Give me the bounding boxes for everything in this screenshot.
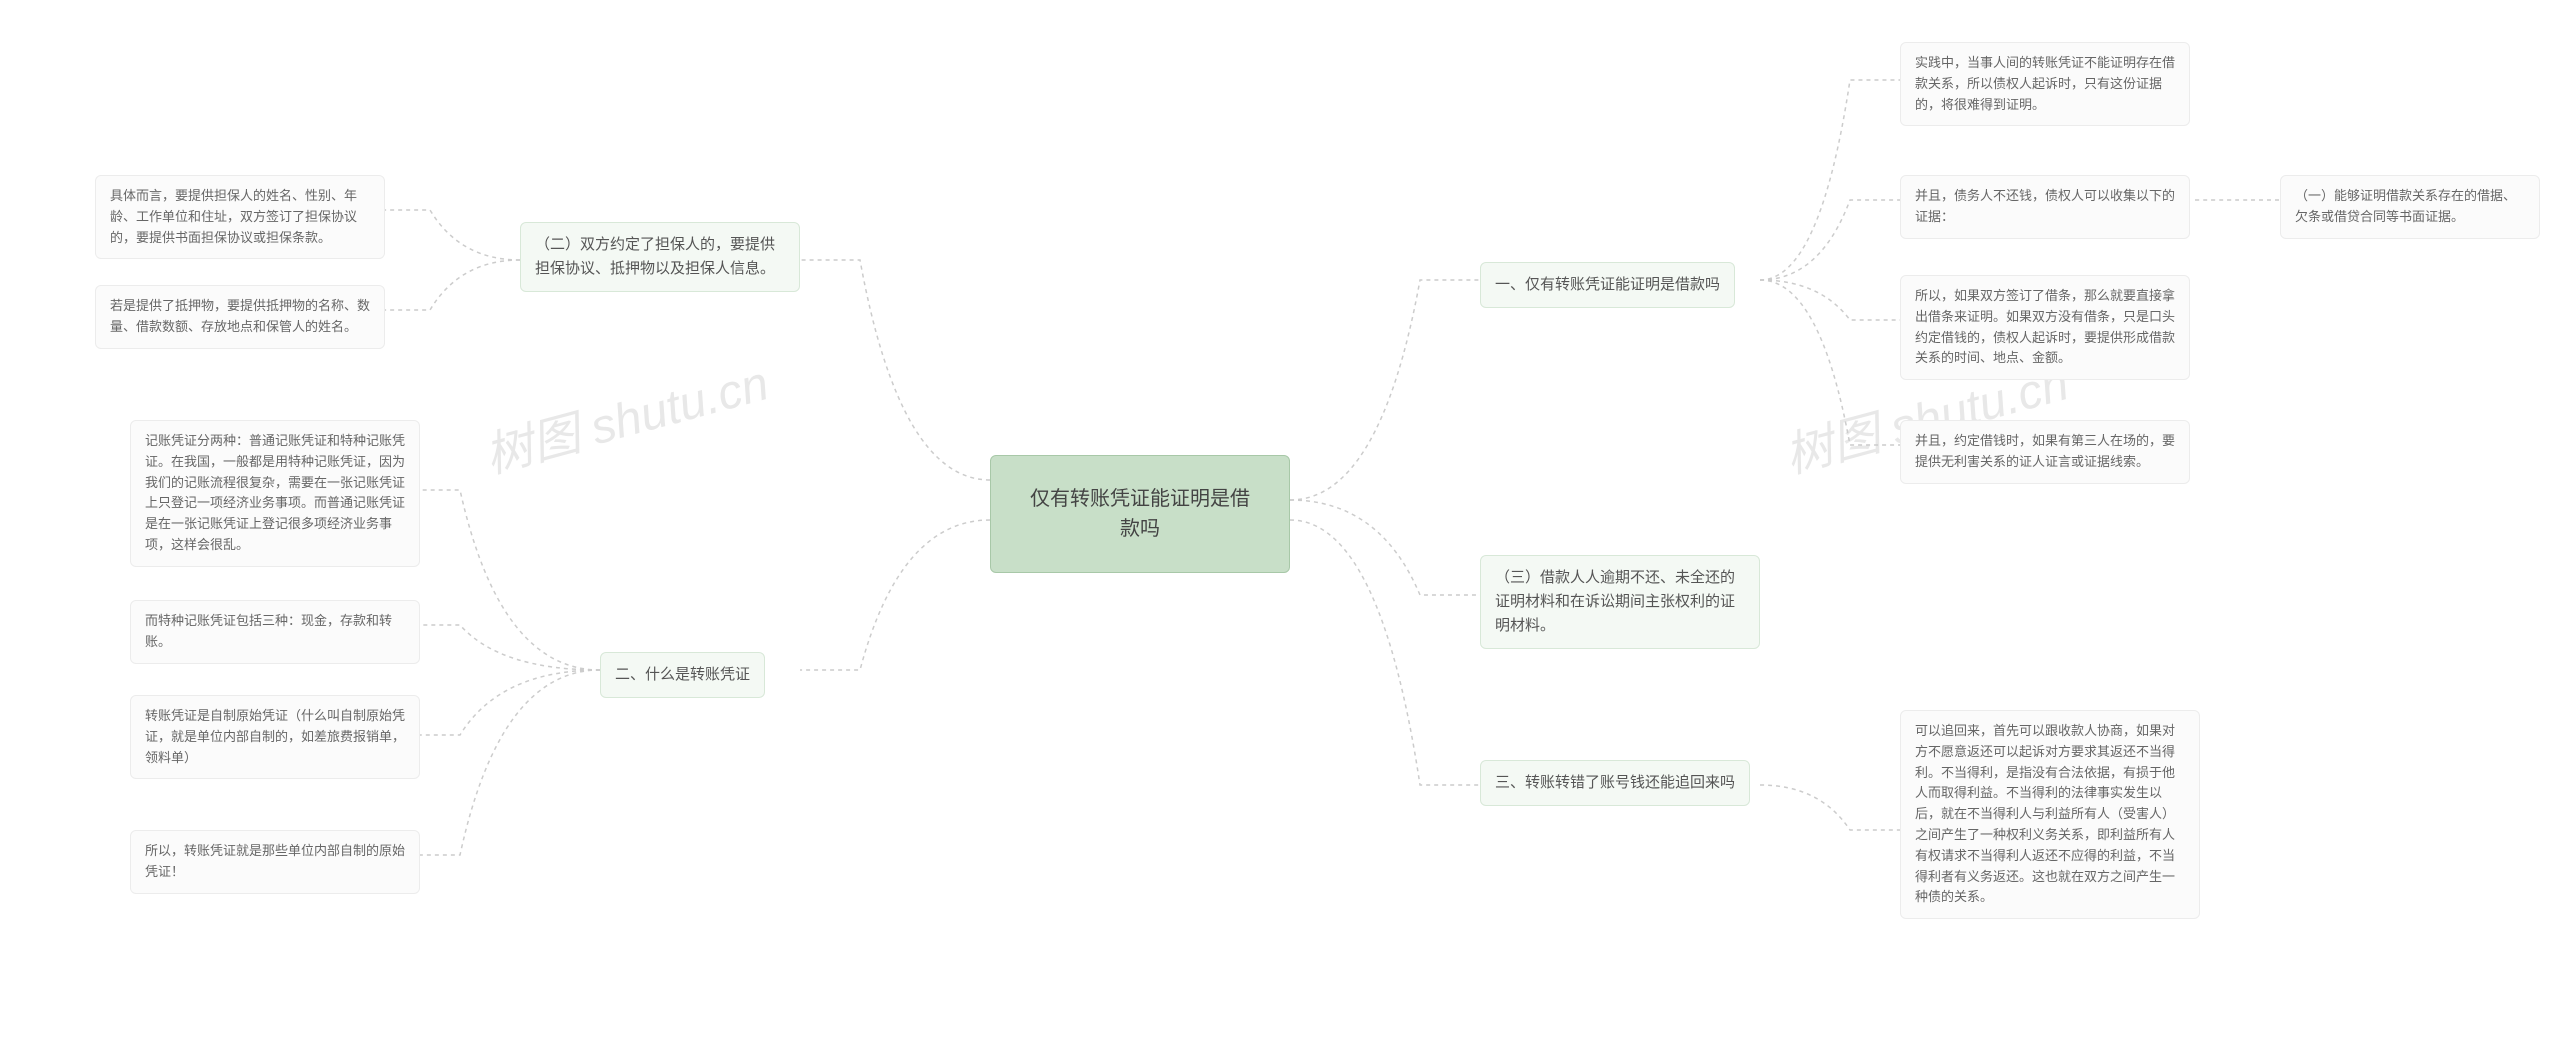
leaf-l2b: 而特种记账凭证包括三种：现金，存款和转账。 xyxy=(130,600,420,664)
leaf-l2a: 记账凭证分两种：普通记账凭证和特种记账凭证。在我国，一般都是用特种记账凭证，因为… xyxy=(130,420,420,567)
branch-l2: 二、什么是转账凭证 xyxy=(600,652,765,698)
leaf-r1b: 并且，债务人不还钱，债权人可以收集以下的证据： xyxy=(1900,175,2190,239)
connector xyxy=(1290,280,1480,500)
branch-r2: （三）借款人人逾期不还、未全还的证明材料和在诉讼期间主张权利的证明材料。 xyxy=(1480,555,1760,649)
branch-l1: （二）双方约定了担保人的，要提供担保协议、抵押物以及担保人信息。 xyxy=(520,222,800,292)
connector xyxy=(420,490,600,670)
leaf-r1a: 实践中，当事人间的转账凭证不能证明存在借款关系，所以债权人起诉时，只有这份证据的… xyxy=(1900,42,2190,126)
connector xyxy=(1290,520,1480,785)
connector xyxy=(1760,280,1900,445)
connector xyxy=(1760,200,1900,280)
connector xyxy=(1760,280,1900,320)
connector xyxy=(420,670,600,855)
leaf-r1b1: （一）能够证明借款关系存在的借据、欠条或借贷合同等书面证据。 xyxy=(2280,175,2540,239)
connector xyxy=(1290,500,1480,595)
connector xyxy=(800,520,990,670)
connector xyxy=(1760,80,1900,280)
leaf-r1d: 并且，约定借钱时，如果有第三人在场的，要提供无利害关系的证人证言或证据线索。 xyxy=(1900,420,2190,484)
connector xyxy=(380,210,520,260)
leaf-r3a: 可以追回来，首先可以跟收款人协商，如果对方不愿意返还可以起诉对方要求其返还不当得… xyxy=(1900,710,2200,919)
leaf-l1b: 若是提供了抵押物，要提供抵押物的名称、数量、借款数额、存放地点和保管人的姓名。 xyxy=(95,285,385,349)
connector xyxy=(800,260,990,480)
connector xyxy=(420,670,600,735)
center-node: 仅有转账凭证能证明是借款吗 xyxy=(990,455,1290,573)
connector xyxy=(1760,785,1900,830)
connector xyxy=(380,260,520,310)
leaf-r1c: 所以，如果双方签订了借条，那么就要直接拿出借条来证明。如果双方没有借条，只是口头… xyxy=(1900,275,2190,380)
leaf-l2c: 转账凭证是自制原始凭证（什么叫自制原始凭证，就是单位内部自制的，如差旅费报销单，… xyxy=(130,695,420,779)
connector xyxy=(420,625,600,670)
branch-r3: 三、转账转错了账号钱还能追回来吗 xyxy=(1480,760,1750,806)
leaf-l2d: 所以，转账凭证就是那些单位内部自制的原始凭证！ xyxy=(130,830,420,894)
leaf-l1a: 具体而言，要提供担保人的姓名、性别、年龄、工作单位和住址，双方签订了担保协议的，… xyxy=(95,175,385,259)
branch-r1: 一、仅有转账凭证能证明是借款吗 xyxy=(1480,262,1735,308)
